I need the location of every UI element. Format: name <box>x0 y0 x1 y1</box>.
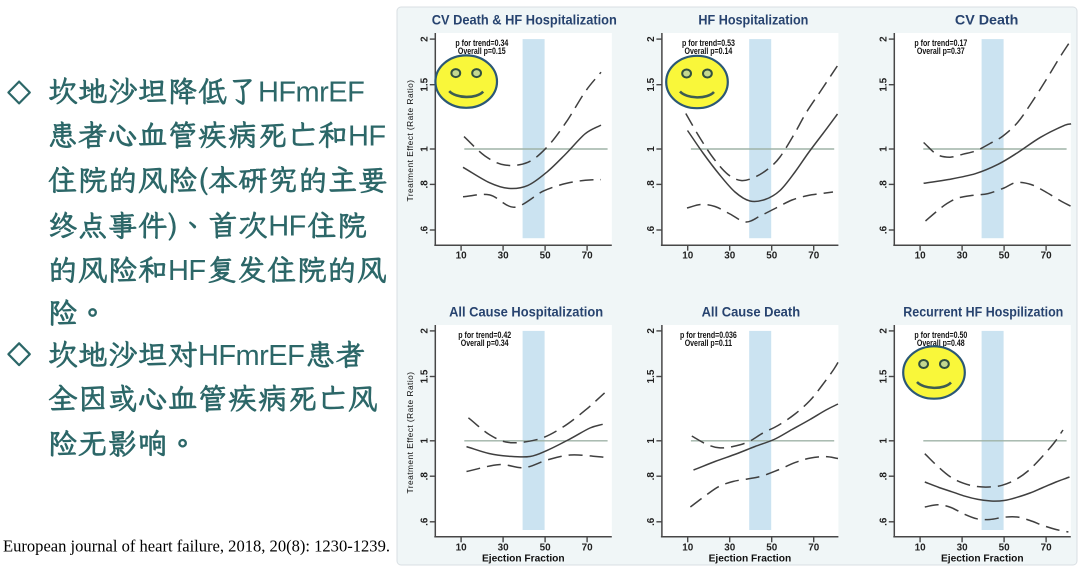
svg-text:p for trend=0.036: p for trend=0.036 <box>680 329 737 340</box>
svg-text:2: 2 <box>419 328 430 334</box>
svg-text:Ejection Fraction: Ejection Fraction <box>941 554 1024 565</box>
svg-text:30: 30 <box>724 542 735 553</box>
svg-text:All Cause Death: All Cause Death <box>702 305 801 321</box>
svg-text:30: 30 <box>498 251 509 262</box>
svg-text:2: 2 <box>646 328 657 334</box>
svg-text:70: 70 <box>1041 542 1052 553</box>
svg-text:70: 70 <box>1041 251 1052 262</box>
svg-text:2: 2 <box>419 36 430 42</box>
svg-text:1.5: 1.5 <box>646 369 657 383</box>
svg-text:Overall p=0.14: Overall p=0.14 <box>685 45 733 56</box>
svg-text:CV Death & HF Hospitalization: CV Death & HF Hospitalization <box>432 13 617 29</box>
svg-text:30: 30 <box>957 542 968 553</box>
svg-text:1.5: 1.5 <box>419 369 430 383</box>
svg-text:30: 30 <box>498 542 509 553</box>
svg-text:HF: HF <box>168 255 206 287</box>
svg-text:HF: HF <box>268 211 306 243</box>
svg-text:.6: .6 <box>419 517 430 526</box>
svg-text:.8: .8 <box>878 472 889 481</box>
svg-text:1.5: 1.5 <box>646 77 657 91</box>
svg-text:CV Death: CV Death <box>955 13 1019 29</box>
svg-text:p for trend=0.53: p for trend=0.53 <box>682 37 735 48</box>
svg-text:p for trend=0.42: p for trend=0.42 <box>458 329 511 340</box>
svg-text:50: 50 <box>540 542 551 553</box>
svg-text:2: 2 <box>646 36 657 42</box>
svg-text:HFmrEF: HFmrEF <box>198 340 304 372</box>
svg-text:10: 10 <box>915 542 926 553</box>
svg-text:.8: .8 <box>646 472 657 481</box>
svg-text:2: 2 <box>878 36 889 42</box>
svg-text:Ejection Fraction: Ejection Fraction <box>709 554 792 565</box>
svg-text:Treatment Effect (Rate Ratio): Treatment Effect (Rate Ratio) <box>405 80 415 202</box>
svg-text:1: 1 <box>419 146 430 152</box>
svg-text:10: 10 <box>682 542 693 553</box>
svg-text:p for trend=0.34: p for trend=0.34 <box>455 37 508 48</box>
svg-text:10: 10 <box>915 251 926 262</box>
svg-text:10: 10 <box>682 251 693 262</box>
svg-text:p for trend=0.50: p for trend=0.50 <box>914 329 967 340</box>
svg-text:50: 50 <box>999 251 1010 262</box>
svg-text:50: 50 <box>540 251 551 262</box>
svg-text:70: 70 <box>808 542 819 553</box>
svg-text:50: 50 <box>766 251 777 262</box>
svg-text:1: 1 <box>646 438 657 444</box>
svg-text:Overall p=0.15: Overall p=0.15 <box>458 45 506 56</box>
svg-text:.6: .6 <box>646 517 657 526</box>
svg-text:50: 50 <box>999 542 1010 553</box>
svg-text:70: 70 <box>582 542 593 553</box>
svg-text:.6: .6 <box>878 517 889 526</box>
svg-text:.6: .6 <box>419 225 430 234</box>
svg-text:1: 1 <box>646 146 657 152</box>
svg-text:.6: .6 <box>878 225 889 234</box>
svg-text:1: 1 <box>878 438 889 444</box>
svg-text:.8: .8 <box>419 472 430 481</box>
svg-text:10: 10 <box>456 542 467 553</box>
svg-text:1.5: 1.5 <box>878 369 889 383</box>
svg-text:1.5: 1.5 <box>419 77 430 91</box>
svg-text:HF: HF <box>348 120 386 152</box>
svg-text:10: 10 <box>456 251 467 262</box>
svg-text:30: 30 <box>957 251 968 262</box>
svg-text:1.5: 1.5 <box>878 77 889 91</box>
svg-text:.8: .8 <box>419 180 430 189</box>
svg-text:European journal of heart fail: European journal of heart failure, 2018,… <box>3 536 390 555</box>
svg-text:Treatment Effect (Rate Ratio): Treatment Effect (Rate Ratio) <box>405 372 415 494</box>
svg-text:1: 1 <box>419 438 430 444</box>
svg-text:.8: .8 <box>646 180 657 189</box>
svg-text:30: 30 <box>724 251 735 262</box>
svg-text:Ejection Fraction: Ejection Fraction <box>482 554 565 565</box>
svg-text:.8: .8 <box>878 180 889 189</box>
svg-text:HF Hospitalization: HF Hospitalization <box>698 13 808 29</box>
svg-text:1: 1 <box>878 146 889 152</box>
svg-text:HFmrEF: HFmrEF <box>258 77 364 109</box>
svg-text:50: 50 <box>766 542 777 553</box>
svg-text:Overall p=0.34: Overall p=0.34 <box>461 337 509 348</box>
svg-text:70: 70 <box>582 251 593 262</box>
svg-text:Overall p=0.48: Overall p=0.48 <box>917 337 965 348</box>
svg-text:p for trend=0.17: p for trend=0.17 <box>914 37 967 48</box>
svg-text:All Cause Hospitalization: All Cause Hospitalization <box>449 305 603 321</box>
svg-text:Overall p=0.11: Overall p=0.11 <box>685 337 732 348</box>
svg-text:.6: .6 <box>646 225 657 234</box>
svg-text:Overall p=0.37: Overall p=0.37 <box>917 45 965 56</box>
svg-text:2: 2 <box>878 328 889 334</box>
svg-text:70: 70 <box>808 251 819 262</box>
svg-text:Recurrent HF Hospilization: Recurrent HF Hospilization <box>903 305 1063 321</box>
